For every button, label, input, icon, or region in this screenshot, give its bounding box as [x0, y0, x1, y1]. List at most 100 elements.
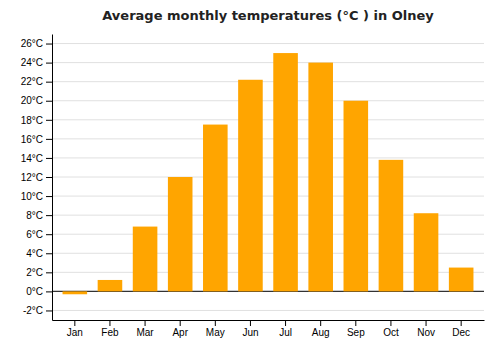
- chart: -2°C 0°C 2°C 4°C 6°C 8°C 10°C 12°C 14°C 16°C 18°C 2…: [0, 0, 500, 350]
- y-tick-mark: [46, 63, 52, 64]
- y-tick: 2°C: [26, 267, 52, 278]
- x-tick-mark: [285, 320, 286, 326]
- bar: [308, 63, 333, 292]
- x-tick-label: Nov: [417, 327, 435, 338]
- bar: [414, 213, 439, 291]
- y-tick-mark: [46, 253, 52, 254]
- grid-line: [52, 43, 484, 44]
- y-tick-mark: [46, 310, 52, 311]
- x-tick-mark: [109, 320, 110, 326]
- x-tick-label: Apr: [172, 327, 188, 338]
- x-tick-mark: [215, 320, 216, 326]
- y-tick-mark: [46, 139, 52, 140]
- bar: [168, 177, 193, 291]
- y-tick: 4°C: [26, 248, 52, 259]
- y-tick-label: 10°C: [21, 191, 43, 202]
- x-tick: Nov: [417, 320, 435, 338]
- y-tick-label: 12°C: [21, 172, 43, 183]
- x-tick-mark: [461, 320, 462, 326]
- y-tick-label: -2°C: [23, 305, 43, 316]
- x-tick-label: Jan: [67, 327, 83, 338]
- x-tick-mark: [250, 320, 251, 326]
- x-tick-label: Feb: [101, 327, 119, 338]
- x-tick: May: [206, 320, 225, 338]
- y-tick-mark: [46, 291, 52, 292]
- y-tick-label: 0°C: [26, 286, 43, 297]
- grid-line: [52, 157, 484, 158]
- bar: [63, 291, 88, 294]
- x-tick-mark: [145, 320, 146, 326]
- grid-line: [52, 310, 484, 311]
- bar: [133, 227, 158, 292]
- y-tick-mark: [46, 82, 52, 83]
- y-tick: 24°C: [21, 57, 52, 68]
- x-tick-label: Aug: [312, 327, 330, 338]
- x-tick: Jul: [279, 320, 292, 338]
- x-tick: Jun: [242, 320, 258, 338]
- y-tick-label: 2°C: [26, 267, 43, 278]
- x-tick-label: May: [206, 327, 225, 338]
- x-tick: Dec: [452, 320, 470, 338]
- x-tick: Mar: [136, 320, 154, 338]
- bar: [98, 280, 123, 291]
- y-tick-label: 16°C: [21, 134, 43, 145]
- grid-line: [52, 62, 484, 63]
- y-tick-mark: [46, 44, 52, 45]
- y-tick: 16°C: [21, 134, 52, 145]
- x-tick-label: Mar: [136, 327, 154, 338]
- y-tick-label: 6°C: [26, 229, 43, 240]
- bar: [379, 160, 404, 292]
- grid-line: [52, 81, 484, 82]
- y-tick-label: 4°C: [26, 248, 43, 259]
- x-tick: Aug: [312, 320, 330, 338]
- x-tick: Sep: [347, 320, 365, 338]
- y-axis-line: [52, 35, 53, 321]
- grid: [52, 44, 484, 311]
- x-tick-label: Sep: [347, 327, 365, 338]
- y-tick-label: 22°C: [21, 76, 43, 87]
- grid-line: [52, 196, 484, 197]
- x-tick: Feb: [101, 320, 119, 338]
- y-tick-label: 14°C: [21, 153, 43, 164]
- y-tick: 0°C: [26, 286, 52, 297]
- x-tick-label: Jun: [242, 327, 258, 338]
- y-tick: 14°C: [21, 153, 52, 164]
- y-tick-mark: [46, 234, 52, 235]
- x-tick-mark: [390, 320, 391, 326]
- bar: [203, 125, 228, 292]
- x-tick: Oct: [383, 320, 399, 338]
- grid-line: [52, 177, 484, 178]
- bar: [449, 268, 474, 292]
- y-tick: 18°C: [21, 115, 52, 126]
- y-tick-label: 8°C: [26, 210, 43, 221]
- x-tick-label: Dec: [452, 327, 470, 338]
- y-tick: -2°C: [23, 305, 52, 316]
- plot-area: -2°C 0°C 2°C 4°C 6°C 8°C 10°C 12°C 14°C 16°C 18°C 2…: [21, 35, 485, 339]
- x-tick-mark: [320, 320, 321, 326]
- bar: [273, 53, 298, 291]
- bars: [63, 53, 474, 294]
- y-tick-label: 18°C: [21, 115, 43, 126]
- grid-line: [52, 119, 484, 120]
- y-tick-label: 24°C: [21, 57, 43, 68]
- y-tick: 6°C: [26, 229, 52, 240]
- y-tick: 20°C: [21, 95, 52, 106]
- grid-line: [52, 100, 484, 101]
- x-tick: Jan: [67, 320, 83, 338]
- y-tick-label: 26°C: [21, 38, 43, 49]
- x-tick: Apr: [172, 320, 188, 338]
- y-tick-mark: [46, 215, 52, 216]
- y-tick-mark: [46, 158, 52, 159]
- y-tick: 26°C: [21, 38, 52, 49]
- x-tick-label: Jul: [279, 327, 292, 338]
- y-tick-mark: [46, 196, 52, 197]
- y-axis: -2°C 0°C 2°C 4°C 6°C 8°C 10°C 12°C 14°C 16°C 18°C 2…: [21, 35, 53, 321]
- y-tick: 22°C: [21, 76, 52, 87]
- y-tick: 8°C: [26, 210, 52, 221]
- y-tick: 12°C: [21, 172, 52, 183]
- x-axis: Jan Feb Mar Apr May Jun Jul Aug Sep Oct Nov Dec: [53, 320, 485, 338]
- x-tick-mark: [355, 320, 356, 326]
- y-tick-mark: [46, 272, 52, 273]
- x-tick-mark: [426, 320, 427, 326]
- title: Average monthly temperatures (°C ) in Ol…: [102, 8, 434, 23]
